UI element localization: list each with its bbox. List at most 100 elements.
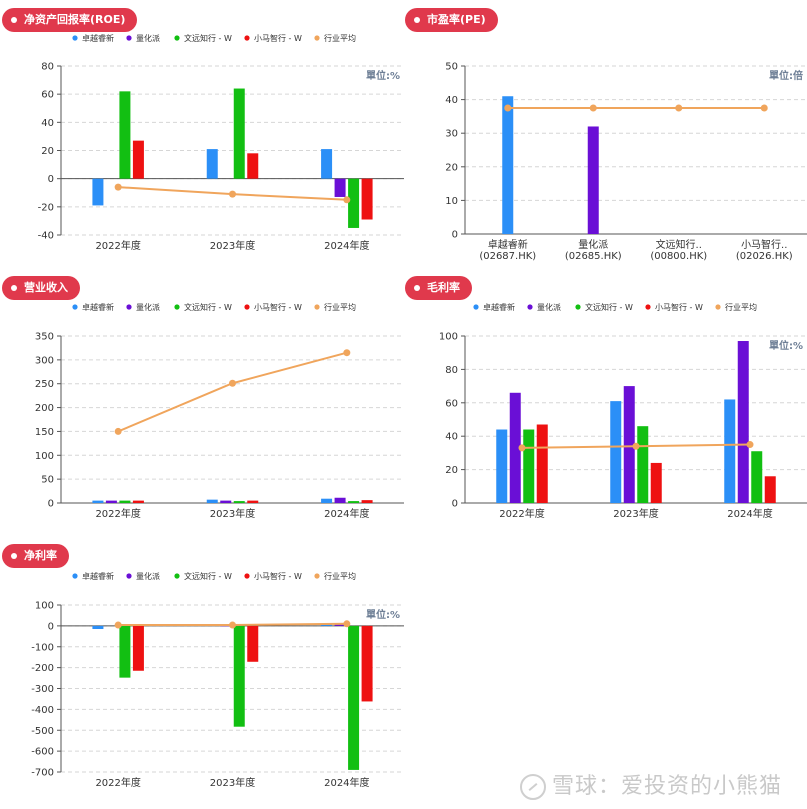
rev-title: 营业收入 — [2, 276, 80, 300]
watermark: 雪球：爱投资的小熊猫 — [520, 768, 782, 800]
roe-xtick-label-2-0: 2024年度 — [324, 239, 369, 252]
snowball-logo-icon — [520, 774, 546, 800]
gm-legend-label-2: 文远知行 - W — [585, 302, 633, 312]
rev-ytick-label-6: 300 — [35, 355, 54, 366]
gm-bar-卓越睿新-0 — [496, 429, 508, 503]
roe-legend-marker-0 — [72, 35, 78, 41]
pe-xtick-label-1-1: (02685.HK) — [565, 251, 622, 262]
gm-bar-量化派-0 — [509, 392, 521, 503]
nm-bar-卓越睿新-2 — [321, 624, 333, 626]
gm-legend-marker-2 — [575, 304, 581, 310]
roe-unit-label: 單位:% — [366, 69, 400, 82]
pe-ytick-label-5: 50 — [445, 62, 458, 73]
gm-bar-小马智行 - W-0 — [536, 424, 548, 503]
roe-legend-label-4: 行业平均 — [324, 33, 356, 43]
pe-xtick-label-3-1: (02026.HK) — [736, 251, 793, 262]
nm-legend-label-3: 小马智行 - W — [254, 571, 302, 581]
nm-legend-marker-2 — [174, 573, 180, 579]
pe-ytick-label-4: 40 — [445, 95, 458, 106]
gm-ytick-label-1: 20 — [445, 465, 458, 476]
gm-avg-point-2 — [746, 441, 754, 449]
nm-ytick-label-7: 0 — [48, 621, 54, 632]
nm-ytick-label-4: -300 — [31, 684, 54, 695]
nm-ytick-label-5: -200 — [31, 663, 54, 674]
nm-unit-label: 單位:% — [366, 608, 400, 621]
gm-xtick-label-2-0: 2024年度 — [727, 507, 772, 520]
gm-legend-label-3: 小马智行 - W — [655, 302, 703, 312]
roe-bar-卓越睿新-2 — [321, 149, 333, 179]
nm-bar-文远知行 - W-2 — [348, 625, 360, 770]
gm-avg-point-1 — [632, 442, 640, 450]
gm-legend-marker-4 — [715, 304, 721, 310]
pe-title-text: 市盈率(PE) — [427, 13, 486, 26]
pe-xtick-label-2-1: (00800.HK) — [650, 251, 707, 262]
nm-bar-卓越睿新-0 — [92, 625, 104, 630]
gm-bar-卓越睿新-1 — [610, 401, 622, 503]
pe-unit-label: 單位:倍 — [769, 69, 803, 82]
nm-avg-point-2 — [343, 620, 351, 628]
rev-legend-marker-0 — [72, 304, 78, 310]
title-dot-icon — [11, 17, 17, 23]
nm-xtick-label-0-0: 2022年度 — [95, 776, 140, 789]
rev-xtick-label-2-0: 2024年度 — [324, 507, 369, 520]
nm-ytick-label-8: 100 — [35, 601, 54, 612]
rev-bar-量化派-0 — [105, 500, 117, 503]
gm-bar-文远知行 - W-2 — [751, 451, 763, 503]
roe-bar-卓越睿新-0 — [92, 178, 104, 206]
rev-ytick-label-4: 200 — [35, 403, 54, 414]
nm-xtick-label-1-0: 2023年度 — [210, 776, 255, 789]
gm-unit-label: 單位:% — [769, 339, 803, 352]
gm-bar-量化派-2 — [737, 341, 749, 503]
gm-bar-文远知行 - W-0 — [523, 429, 535, 503]
rev-ytick-label-3: 150 — [35, 427, 54, 438]
rev-bar-卓越睿新-1 — [206, 499, 218, 503]
nm-title-text: 净利率 — [24, 549, 57, 562]
nm-xtick-label-2-0: 2024年度 — [324, 776, 369, 789]
nm-bar-小马智行 - W-1 — [247, 625, 259, 662]
pe-ytick-label-2: 20 — [445, 162, 458, 173]
nm-avg-point-1 — [229, 621, 236, 629]
nm-ytick-label-2: -500 — [31, 726, 54, 737]
gm-legend-label-4: 行业平均 — [725, 302, 757, 312]
nm-bar-小马智行 - W-0 — [132, 625, 144, 671]
roe-bar-小马智行 - W-1 — [247, 153, 259, 179]
gm-bar-卓越睿新-2 — [724, 399, 736, 503]
roe-legend-marker-2 — [174, 35, 180, 41]
rev-legend-label-1: 量化派 — [136, 302, 160, 312]
rev-xtick-label-0-0: 2022年度 — [95, 507, 140, 520]
nm-legend-marker-3 — [244, 573, 250, 579]
rev-avg-point-0 — [114, 427, 122, 435]
roe-avg-point-2 — [343, 196, 351, 204]
roe-bar-量化派-2 — [334, 178, 346, 197]
gm-bar-文远知行 - W-1 — [637, 426, 649, 503]
roe-ytick-label-2: 0 — [48, 174, 54, 185]
roe-avg-point-1 — [229, 190, 236, 198]
pe-avg-point-1 — [589, 104, 597, 112]
gm-legend-marker-3 — [645, 304, 651, 310]
roe-title: 净资产回报率(ROE) — [2, 8, 138, 32]
gm-title: 毛利率 — [405, 276, 472, 300]
pe-bar-1 — [587, 126, 599, 234]
nm-panel: 净利率 — [2, 544, 404, 794]
gm-avg-point-0 — [518, 444, 526, 452]
gm-ytick-label-3: 60 — [445, 398, 458, 409]
rev-title-text: 营业收入 — [24, 281, 68, 294]
roe-legend-marker-4 — [314, 35, 320, 41]
gm-xtick-label-0-0: 2022年度 — [499, 507, 544, 520]
nm-legend-label-4: 行业平均 — [324, 571, 356, 581]
rev-legend-label-2: 文远知行 - W — [184, 302, 232, 312]
pe-avg-point-2 — [675, 104, 683, 112]
gm-ytick-label-2: 40 — [445, 432, 458, 443]
pe-xtick-label-0-0: 卓越睿新 — [488, 238, 528, 251]
rev-panel: 营业收入 — [2, 276, 404, 526]
rev-legend-marker-1 — [126, 304, 132, 310]
rev-legend-marker-3 — [244, 304, 250, 310]
rev-legend-label-0: 卓越睿新 — [82, 302, 114, 312]
rev-legend-label-3: 小马智行 - W — [254, 302, 302, 312]
rev-bar-量化派-1 — [220, 500, 232, 503]
pe-xtick-label-0-1: (02687.HK) — [479, 251, 536, 262]
roe-bar-小马智行 - W-2 — [361, 178, 373, 220]
roe-legend-marker-3 — [244, 35, 250, 41]
roe-ytick-label-1: -20 — [38, 202, 54, 213]
pe-ytick-label-3: 30 — [445, 129, 458, 140]
